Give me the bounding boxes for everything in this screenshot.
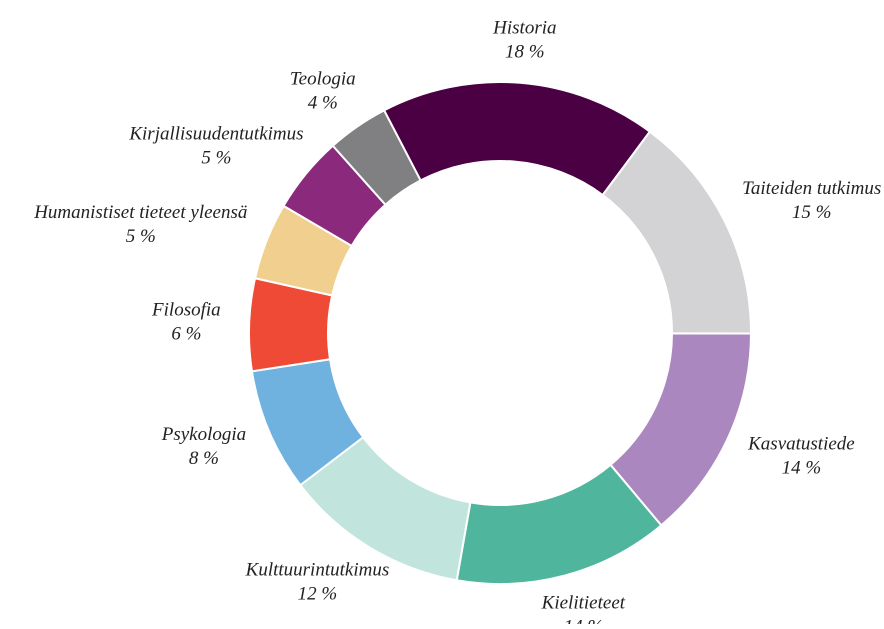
slice-value-label: 5 % <box>126 226 156 247</box>
slice-label: Kasvatustiede <box>747 434 855 455</box>
slice-label: Psykologia <box>161 424 246 445</box>
slice-label: Taiteiden tutkimus <box>742 178 881 199</box>
slice-value-label: 14 % <box>782 458 822 479</box>
slice-value-label: 18 % <box>505 41 545 62</box>
slice-label: Filosofia <box>151 300 221 321</box>
slice-value-label: 8 % <box>189 448 219 469</box>
slice-label: Kirjallisuudentutkimus <box>128 124 303 145</box>
slice-label: Historia <box>492 17 556 38</box>
slice-value-label: 14 % <box>564 616 604 624</box>
slice-value-label: 4 % <box>308 92 338 113</box>
slice-label: Humanistiset tieteet yleensä <box>33 202 247 223</box>
donut-slice <box>382 81 652 197</box>
slice-label: Teologia <box>290 68 356 89</box>
slice-value-label: 5 % <box>201 148 231 169</box>
donut-slice <box>331 109 422 207</box>
slice-label: Kulttuurintutkimus <box>245 560 390 581</box>
slice-value-label: 6 % <box>171 324 201 345</box>
slice-value-label: 15 % <box>792 202 832 223</box>
slice-label: Kielitieteet <box>541 592 626 613</box>
slice-value-label: 12 % <box>298 584 338 605</box>
